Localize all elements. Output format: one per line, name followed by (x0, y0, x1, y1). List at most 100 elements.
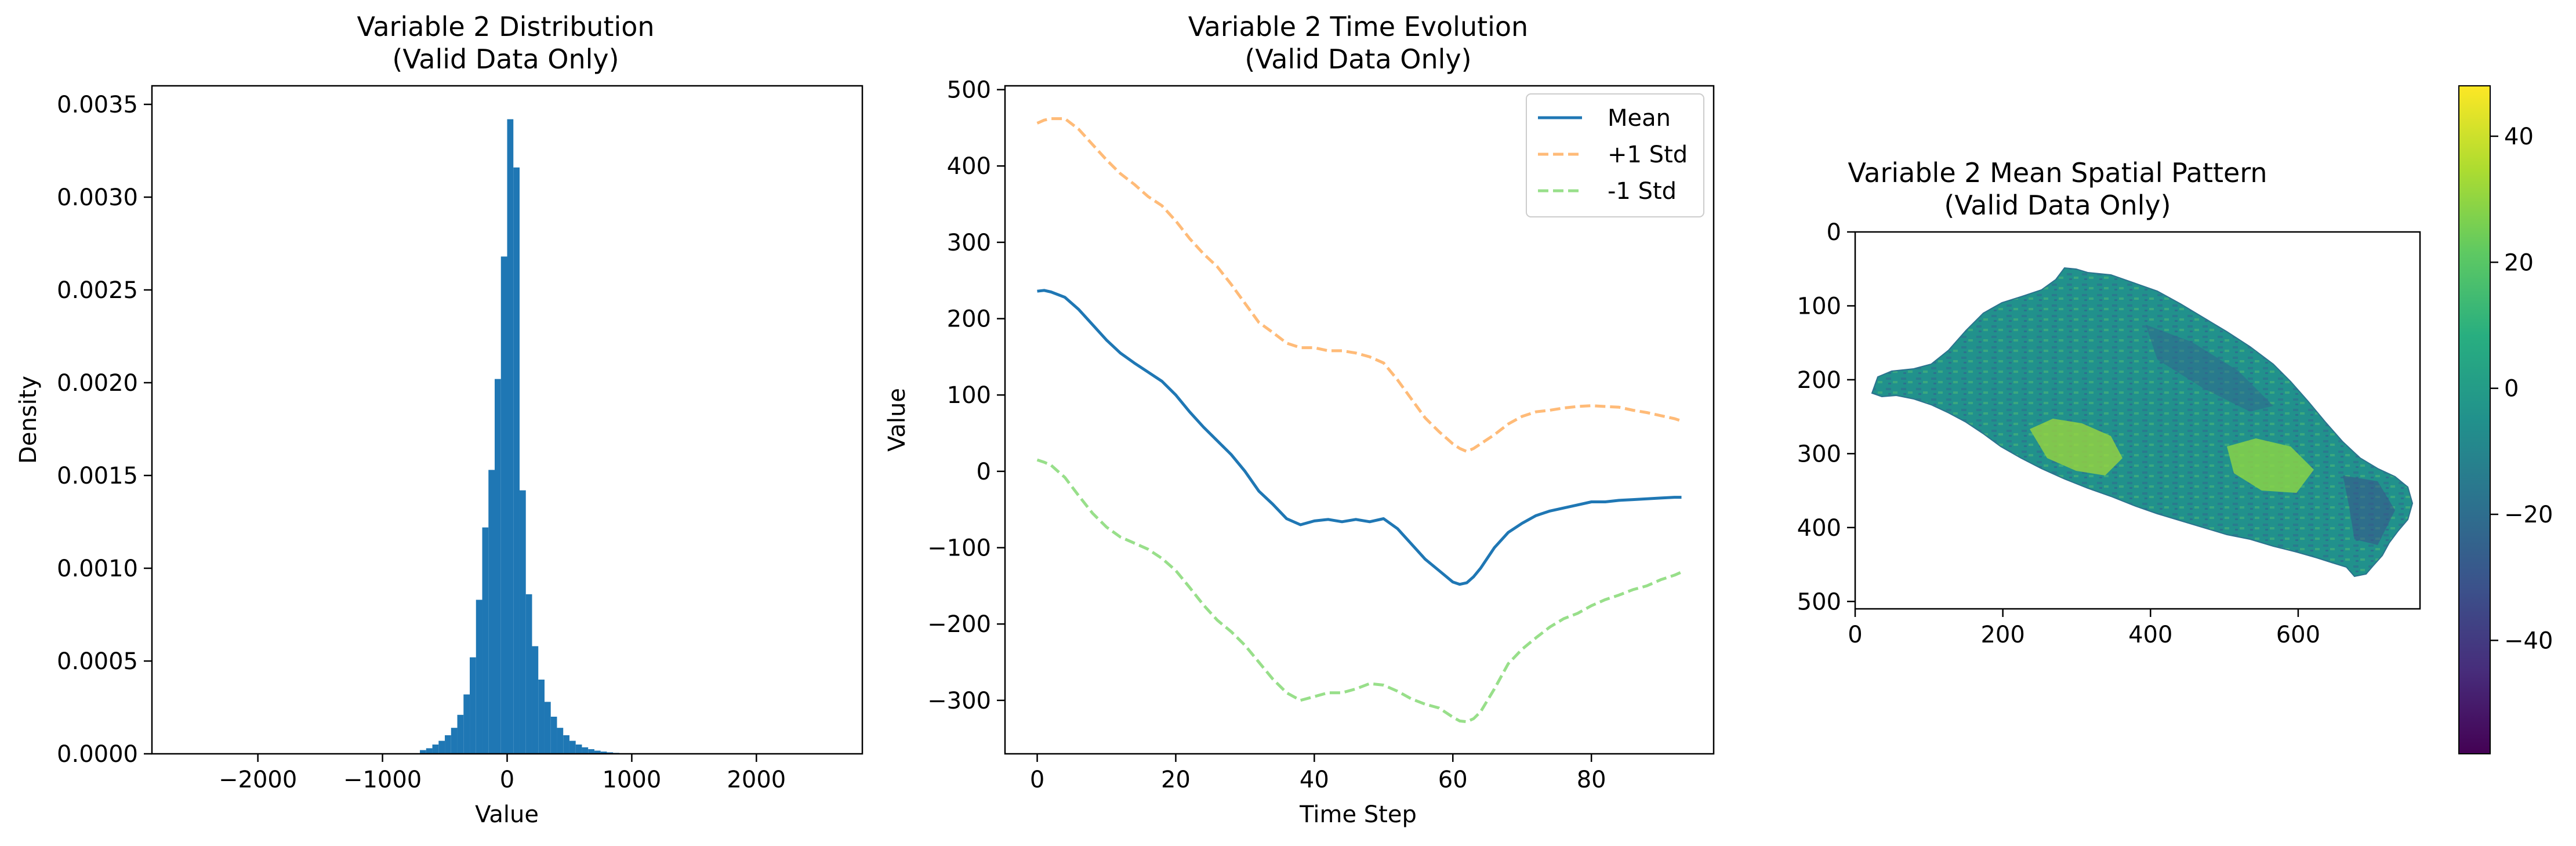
hist-y-ticks: 0.0000 0.0005 0.0010 0.0015 0.0020 0.0025 0.00… (57, 92, 152, 768)
hist-bar (519, 490, 526, 754)
legend-mean-label: Mean (1608, 105, 1671, 132)
line-x-tick-label: 40 (1300, 767, 1329, 793)
line-y-axis-label: Value (884, 388, 910, 452)
hist-y-tick-label: 0.0020 (57, 370, 138, 397)
map-y-ticks: 0 100 200 300 400 500 (1797, 219, 1855, 615)
hist-y-tick-label: 0.0000 (57, 741, 138, 768)
line-axes-frame (1004, 85, 1715, 755)
hist-bar (607, 752, 614, 754)
line-y-ticks: −300 −200 −100 0 100 200 300 400 500 (927, 77, 1005, 714)
hist-bar (544, 702, 551, 754)
hist-subtitle: (Valid Data Only) (392, 43, 619, 75)
hist-bar (432, 745, 439, 754)
hist-bar (438, 740, 445, 754)
colorbar-tick-label: 40 (2504, 124, 2534, 150)
line-y-tick-label: 300 (947, 230, 991, 256)
hist-bar (575, 745, 582, 754)
map-y-tick-label: 100 (1797, 293, 1841, 319)
map-plateau-light (2227, 438, 2314, 493)
colorbar-tick-label: 0 (2504, 376, 2519, 402)
line-x-axis-label: Time Step (1299, 801, 1417, 828)
hist-y-tick-label: 0.0010 (57, 555, 138, 582)
hist-bar (426, 748, 433, 754)
map-title: Variable 2 Mean Spatial Pattern (1848, 157, 2267, 188)
hist-y-tick-label: 0.0015 (57, 463, 138, 489)
map-region-shape (1871, 267, 2414, 578)
colorbar-ticks: −40 −20 0 20 40 (2490, 124, 2553, 654)
map-subtitle: (Valid Data Only) (1944, 190, 2171, 221)
hist-y-tick-label: 0.0035 (57, 92, 138, 118)
hist-bar (532, 646, 539, 754)
map-y-tick-label: 200 (1797, 367, 1841, 394)
map-x-tick-label: 0 (1848, 622, 1862, 648)
hist-bar (495, 379, 501, 754)
hist-bar (550, 717, 557, 754)
map-ridge-dark-east (2343, 475, 2395, 545)
hist-bar (507, 119, 514, 754)
hist-bar (600, 751, 607, 754)
minus-std-line (1036, 458, 1682, 724)
hist-bar (588, 749, 594, 754)
map-x-tick-label: 200 (1980, 622, 2024, 648)
map-y-tick-label: 300 (1797, 441, 1841, 467)
hist-title: Variable 2 Distribution (357, 11, 654, 42)
line-y-tick-label: 200 (947, 306, 991, 333)
plus-std-line (1036, 117, 1682, 453)
hist-x-tick-label: −2000 (219, 767, 297, 793)
line-y-tick-label: −100 (927, 535, 991, 562)
hist-bar (470, 657, 476, 754)
line-y-tick-label: 500 (947, 77, 991, 104)
hist-x-tick-label: 1000 (603, 767, 662, 793)
line-y-tick-label: 100 (947, 382, 991, 409)
hist-bar (563, 735, 569, 754)
map-y-tick-label: 500 (1797, 589, 1841, 615)
colorbar-tick-label: −20 (2504, 502, 2553, 528)
hist-bar (445, 735, 451, 754)
colorbar-tick-label: −40 (2504, 627, 2553, 654)
map-axes-frame (1854, 231, 2421, 610)
line-x-tick-label: 0 (1030, 767, 1044, 793)
line-y-tick-label: −300 (927, 688, 991, 714)
hist-bar (594, 750, 601, 754)
map-image (1871, 267, 2414, 578)
map-x-tick-label: 400 (2128, 622, 2172, 648)
hist-bar (513, 167, 520, 754)
hist-y-axis-label: Density (15, 376, 42, 464)
hist-bar (488, 470, 495, 754)
hist-bar (482, 527, 489, 754)
colorbar-gradient (2458, 85, 2491, 754)
hist-bar (457, 714, 464, 754)
map-x-tick-label: 600 (2276, 622, 2320, 648)
hist-y-tick-label: 0.0005 (57, 648, 138, 675)
hist-x-ticks: −2000 −1000 0 1000 2000 (219, 754, 786, 793)
hist-x-tick-label: 2000 (727, 767, 786, 793)
hist-x-tick-label: 0 (500, 767, 514, 793)
line-subtitle: (Valid Data Only) (1245, 43, 1471, 75)
map-x-ticks: 0 200 400 600 (1848, 609, 2320, 648)
line-x-tick-label: 20 (1161, 767, 1191, 793)
hist-bar (538, 680, 545, 754)
hist-bar (569, 740, 576, 754)
colorbar: −40 −20 0 20 40 (2458, 85, 2553, 754)
hist-bar (420, 750, 426, 754)
hist-bar (557, 728, 564, 754)
legend-minus-std-label: -1 Std (1608, 178, 1677, 205)
hist-bar (476, 600, 482, 754)
mean-line (1037, 289, 1682, 586)
line-x-tick-label: 80 (1577, 767, 1606, 793)
hist-bar (582, 747, 589, 754)
hist-y-tick-label: 0.0030 (57, 184, 138, 211)
legend-box (1526, 93, 1704, 217)
histogram-panel: Variable 2 Distribution (Valid Data Only… (15, 11, 863, 828)
colorbar-tick-label: 20 (2504, 249, 2534, 276)
hist-bar (525, 594, 532, 754)
map-y-tick-label: 400 (1797, 515, 1841, 542)
map-ridge-dark (2146, 325, 2273, 412)
hist-bar (463, 694, 470, 754)
line-y-tick-label: 0 (977, 459, 991, 485)
spatial-map-panel: Variable 2 Mean Spatial Pattern (Valid D… (1797, 85, 2553, 754)
line-y-tick-label: −200 (927, 611, 991, 638)
map-highland-light (2030, 419, 2123, 475)
hist-x-axis-label: Value (475, 801, 539, 828)
